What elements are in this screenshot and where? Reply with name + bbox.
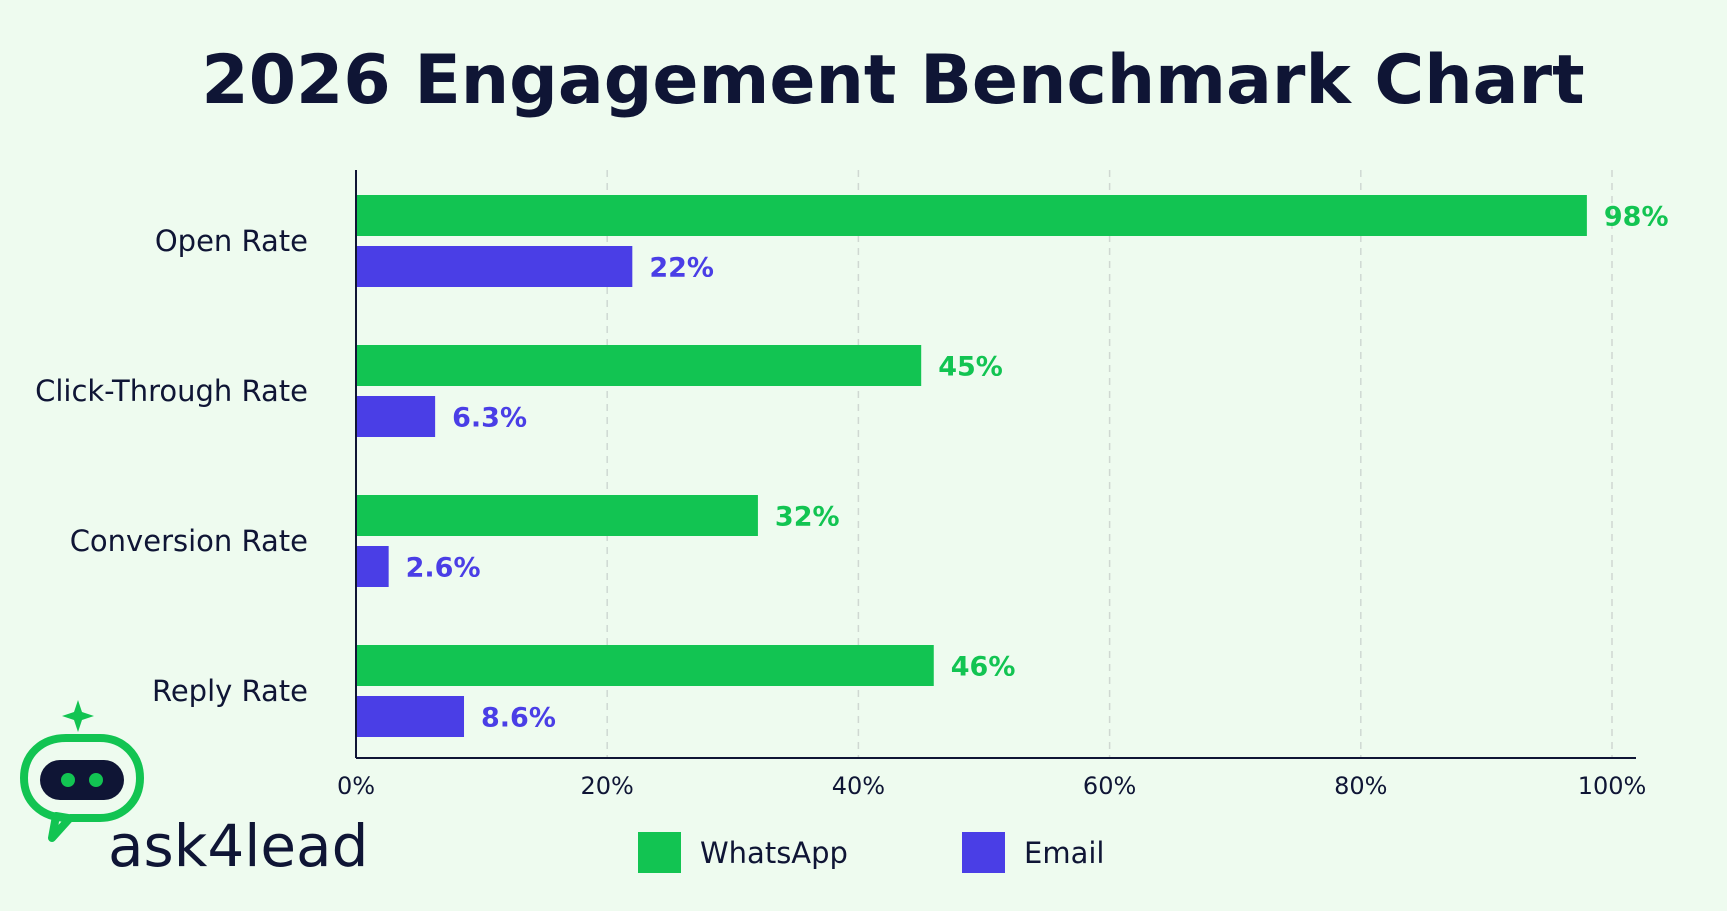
x-tick-label: 100% [1578,772,1647,800]
bar-email [356,546,389,587]
data-label: 46% [951,652,1016,683]
bar-whatsapp [356,195,1587,236]
brand-name: ask4lead [108,812,368,880]
chart-title: 2026 Engagement Benchmark Chart [201,41,1584,120]
legend-swatch-whatsapp [638,832,681,873]
bars-layer: 98% 22% 45% 6.3% 32% 2.6% 46% 8.6% [356,195,1669,737]
category-label: Reply Rate [152,674,308,708]
legend-label: Email [1024,836,1104,870]
data-label: 22% [649,253,714,284]
bar-email [356,396,436,437]
brand-logo: ask4lead [20,700,368,880]
x-tick-label: 60% [1083,772,1136,800]
bar-whatsapp [356,495,758,536]
bar-whatsapp [356,345,922,386]
bar-whatsapp [356,645,934,686]
bar-email [356,246,633,287]
legend: WhatsApp Email [638,832,1104,873]
data-label: 2.6% [406,553,481,584]
data-label: 8.6% [481,703,556,734]
category-label: Click-Through Rate [35,374,308,408]
x-tick-label: 0% [337,772,375,800]
x-tick-label: 40% [832,772,885,800]
category-label: Open Rate [155,224,308,258]
chat-robot-icon [20,700,144,842]
data-label: 98% [1604,202,1669,233]
category-label: Conversion Rate [70,524,308,558]
bar-email [356,696,465,737]
data-label: 6.3% [452,403,527,434]
x-tick-label: 80% [1334,772,1387,800]
legend-swatch-email [962,832,1005,873]
data-label: 32% [775,502,840,533]
axis-layer: Open Rate Click-Through Rate Conversion Ra… [35,170,1646,800]
x-tick-label: 20% [581,772,634,800]
legend-label: WhatsApp [700,836,848,870]
data-label: 45% [938,352,1003,383]
